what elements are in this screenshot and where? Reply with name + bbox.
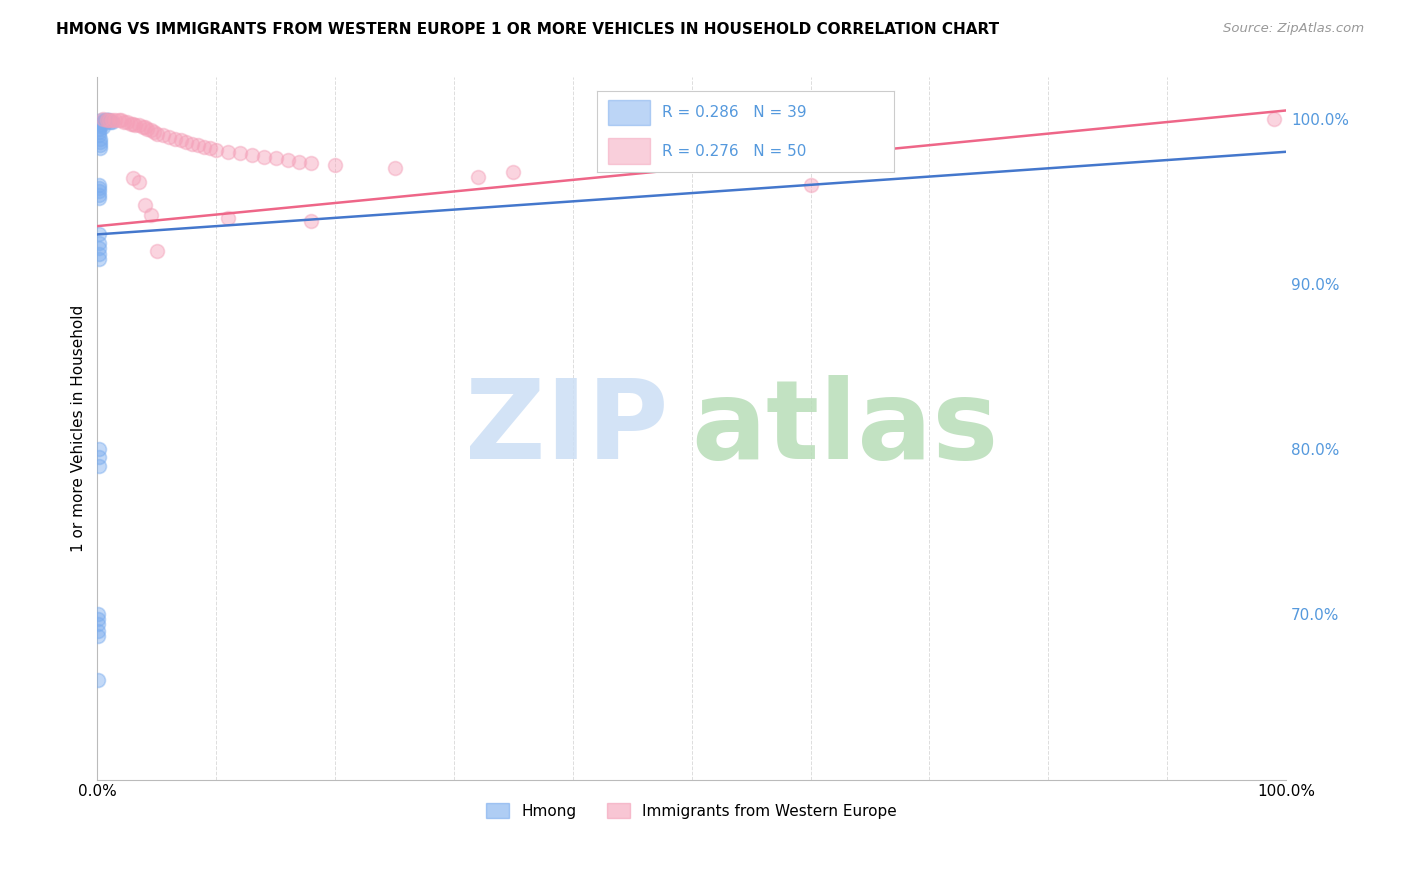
Point (87, 458, 110, 473)
Point (87, 128, 110, 143)
Point (87, 629, 110, 643)
Point (87, 450, 110, 465)
Point (93, 113, 115, 128)
Point (89, 141, 111, 155)
Point (799, 178, 821, 192)
Point (152, 128, 174, 143)
Point (87, 252, 110, 267)
Point (124, 119, 146, 133)
Point (157, 129, 180, 144)
Point (87, 181, 110, 195)
Point (176, 135, 198, 149)
Point (94, 113, 117, 128)
Point (100, 115, 122, 129)
Point (134, 197, 156, 211)
Point (120, 117, 142, 131)
Point (100, 113, 122, 128)
Point (277, 153, 299, 167)
Point (87, 442, 110, 457)
Point (91, 119, 114, 133)
Point (87, 125, 110, 139)
Point (128, 175, 150, 189)
Point (139, 208, 162, 222)
Point (91, 115, 114, 129)
Point (122, 117, 145, 131)
Point (87, 241, 110, 255)
Point (87, 187, 110, 202)
Text: Source: ZipAtlas.com: Source: ZipAtlas.com (1223, 22, 1364, 36)
Point (87, 673, 110, 688)
Point (98, 113, 121, 128)
Point (91, 115, 114, 129)
Point (187, 138, 209, 153)
Point (87, 227, 110, 242)
Point (97, 113, 120, 128)
Point (87, 185, 110, 199)
Point (217, 211, 239, 225)
Point (146, 127, 169, 141)
Point (229, 146, 252, 161)
Point (89, 135, 111, 149)
Point (122, 171, 145, 186)
Point (91, 120, 114, 134)
Point (139, 123, 162, 137)
Point (90, 113, 112, 128)
Point (96, 113, 118, 128)
Point (107, 113, 129, 128)
Point (87, 607, 110, 622)
Point (502, 164, 524, 178)
Point (91, 112, 114, 126)
Point (288, 154, 311, 169)
Point (131, 120, 153, 134)
Point (134, 120, 156, 134)
Point (112, 115, 135, 129)
Point (1263, 112, 1285, 126)
Point (89, 138, 111, 153)
Point (87, 178, 110, 192)
Point (110, 113, 132, 128)
Point (205, 143, 228, 157)
Point (384, 161, 406, 176)
Point (200, 141, 222, 155)
Point (96, 113, 118, 128)
Point (299, 214, 322, 228)
Point (163, 131, 186, 145)
Point (98, 113, 121, 128)
Point (323, 158, 346, 172)
Point (181, 136, 204, 151)
Y-axis label: 1 or more Vehicles in Household: 1 or more Vehicles in Household (72, 305, 86, 552)
Point (169, 133, 191, 147)
Point (115, 115, 138, 129)
Text: atlas: atlas (692, 375, 1000, 482)
Point (100, 115, 122, 129)
Point (87, 121, 110, 136)
Point (146, 244, 169, 258)
Point (253, 150, 276, 164)
Point (104, 113, 127, 128)
Point (193, 140, 215, 154)
Point (87, 612, 110, 626)
Point (136, 121, 159, 136)
Text: HMONG VS IMMIGRANTS FROM WESTERN EUROPE 1 OR MORE VEHICLES IN HOUSEHOLD CORRELAT: HMONG VS IMMIGRANTS FROM WESTERN EUROPE … (56, 22, 1000, 37)
Point (128, 119, 150, 133)
Point (299, 156, 322, 170)
Point (467, 169, 489, 184)
Point (87, 191, 110, 205)
Point (87, 624, 110, 638)
Point (143, 125, 166, 139)
Legend: Hmong, Immigrants from Western Europe: Hmong, Immigrants from Western Europe (481, 797, 903, 824)
Point (90, 117, 112, 131)
Point (240, 148, 263, 162)
Point (87, 617, 110, 632)
Point (264, 152, 287, 166)
Point (217, 145, 239, 159)
Text: ZIP: ZIP (464, 375, 668, 482)
Point (89, 131, 111, 145)
Point (87, 235, 110, 250)
Point (87, 247, 110, 261)
